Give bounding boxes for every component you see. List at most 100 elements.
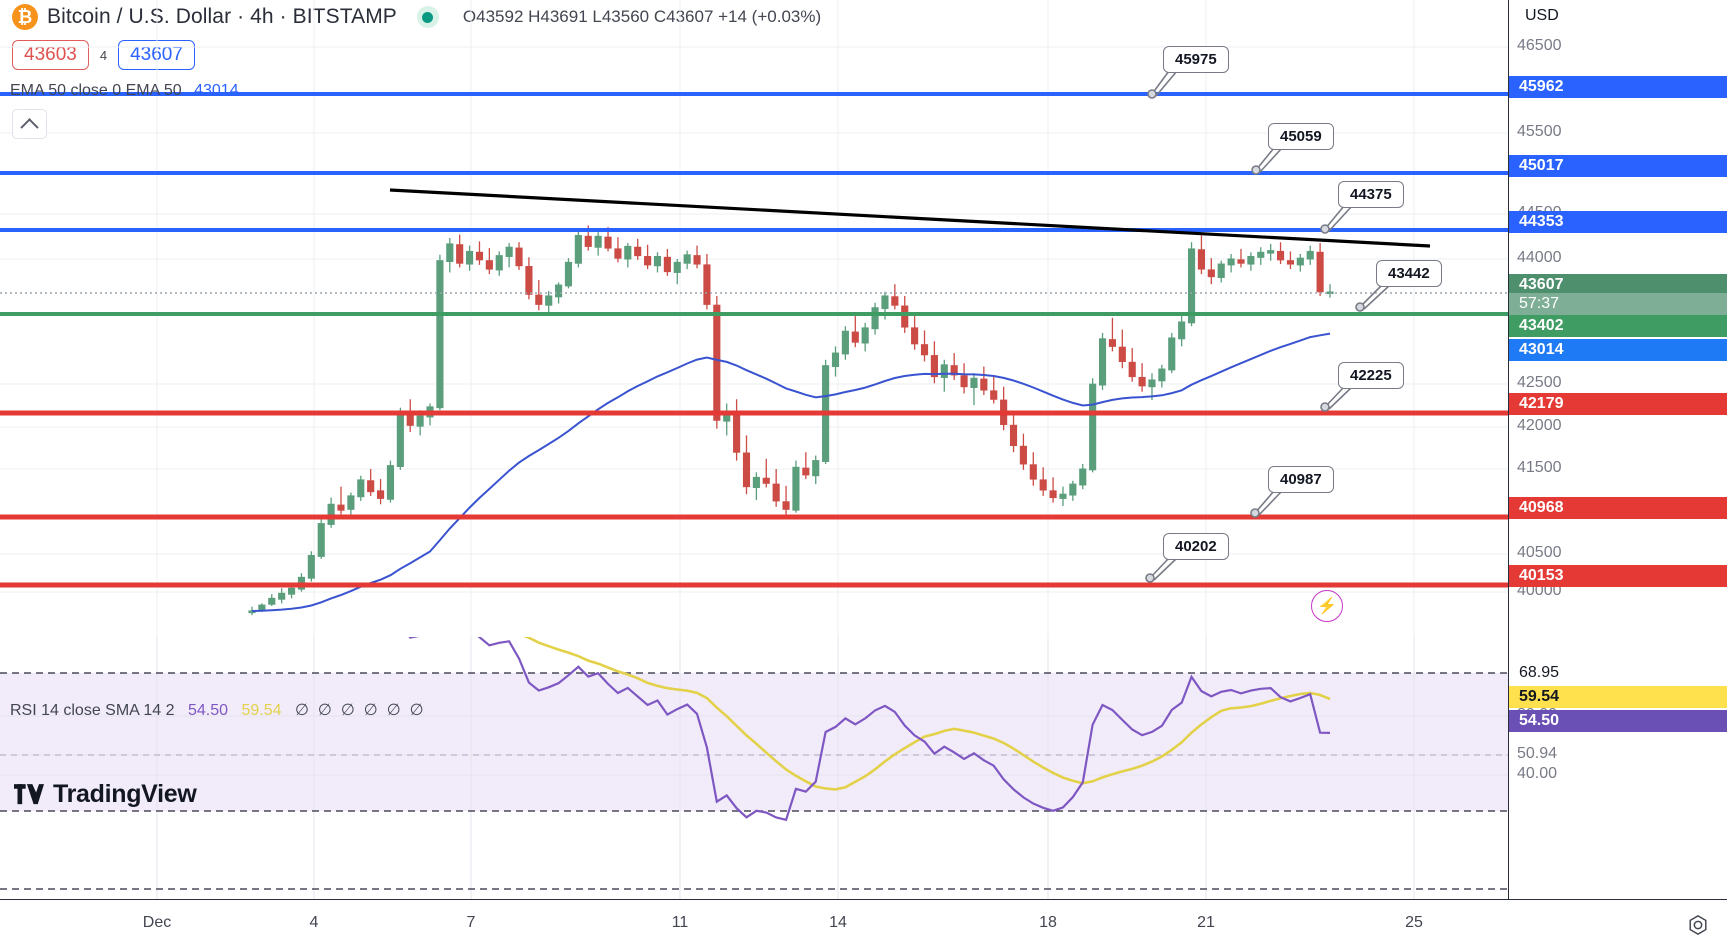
price-axis-tag[interactable]: 59.54	[1509, 686, 1727, 708]
candle-body	[1059, 493, 1067, 499]
price-axis-tag[interactable]: 54.50	[1509, 710, 1727, 732]
candle-body	[742, 452, 751, 488]
price-callout[interactable]: 42225	[1338, 362, 1404, 389]
rsi-legend-title: RSI 14 close SMA 14 2	[10, 702, 175, 719]
candle-body	[614, 248, 622, 259]
trendline	[389, 188, 1431, 248]
bid-price-badge[interactable]: 43603	[12, 40, 89, 70]
price-axis-tag[interactable]: 43014	[1509, 339, 1727, 361]
price-axis[interactable]: USD 465004550044500440004250042000415004…	[1508, 0, 1727, 899]
candle-body	[574, 234, 582, 264]
price-axis-tag[interactable]: 45962	[1509, 76, 1727, 98]
callout-anchor-dot[interactable]	[1320, 224, 1330, 234]
price-axis-tag[interactable]: 40968	[1509, 497, 1727, 519]
candle-body	[891, 296, 899, 306]
price-axis-tag[interactable]: 45017	[1509, 155, 1727, 177]
price-axis-tag[interactable]: 44353	[1509, 211, 1727, 233]
rsi-null-marker: ∅	[409, 702, 424, 719]
tradingview-watermark: TradingView	[14, 780, 197, 809]
callout-leader-line	[1359, 284, 1391, 310]
candle-body	[535, 294, 543, 305]
candle-body	[772, 483, 780, 502]
bitcoin-icon: ₿	[12, 4, 38, 30]
callout-anchor-dot[interactable]	[1147, 89, 1157, 99]
callout-anchor-dot[interactable]	[1355, 302, 1365, 312]
candle-body	[713, 304, 721, 421]
candle-body	[1019, 445, 1027, 465]
price-axis-tag[interactable]: 68.95	[1509, 662, 1727, 684]
candle-body	[594, 235, 602, 248]
candle-body	[525, 266, 533, 295]
candle-body	[436, 260, 444, 409]
price-axis-tick: 42000	[1517, 417, 1562, 434]
candle-body	[861, 327, 869, 344]
candle-body	[1138, 376, 1146, 387]
price-callout[interactable]: 43442	[1376, 260, 1442, 287]
candle-body	[1168, 337, 1176, 371]
callout-leaders	[1145, 70, 1391, 583]
candle-body	[307, 555, 315, 579]
rsi-indicator-pane[interactable]	[0, 637, 1508, 899]
candle-body	[624, 245, 632, 260]
price-axis-tag[interactable]: 57:37	[1509, 293, 1727, 315]
time-axis[interactable]: Dec 4 7 11 14 18 21 25	[0, 900, 1727, 950]
rsi-legend[interactable]: RSI 14 close SMA 14 2 54.50 59.54 ∅ ∅ ∅ ∅ ∅ ∅	[10, 700, 424, 720]
watermark-text: TradingView	[53, 780, 197, 808]
price-axis-tag[interactable]: 43607	[1509, 274, 1727, 296]
price-axis-tag[interactable]: 43402	[1509, 315, 1727, 337]
price-callout[interactable]: 40202	[1163, 533, 1229, 560]
price-callout[interactable]: 45975	[1163, 46, 1229, 73]
collapse-pane-button[interactable]	[12, 109, 47, 139]
candle-body	[1247, 255, 1255, 265]
callout-anchor-dot[interactable]	[1145, 573, 1155, 583]
callout-anchor-dot[interactable]	[1320, 402, 1330, 412]
candle-body	[901, 305, 909, 328]
candle-body	[1178, 321, 1186, 340]
candle-body	[881, 295, 889, 310]
candle-body	[1158, 368, 1166, 382]
clock-settings-icon[interactable]	[1687, 914, 1709, 936]
callout-leader-line	[1254, 490, 1283, 516]
price-axis-tag[interactable]: 42179	[1509, 393, 1727, 415]
price-axis-tag[interactable]: 40153	[1509, 565, 1727, 587]
candle-body	[1267, 250, 1275, 254]
candle-body	[1128, 361, 1136, 378]
callout-anchor-dot[interactable]	[1251, 165, 1261, 175]
candle-body	[644, 255, 652, 266]
symbol-title[interactable]: Bitcoin / U.S. Dollar · 4h · BITSTAMP	[47, 5, 397, 28]
ema-legend-value: 43014	[194, 82, 239, 99]
price-axis-tick: 45500	[1517, 123, 1562, 140]
candle-body	[495, 255, 503, 271]
lightning-alert-icon[interactable]: ⚡	[1311, 590, 1343, 622]
rsi-legend-rsi-value: 54.50	[187, 702, 229, 719]
price-callout[interactable]: 40987	[1268, 466, 1334, 493]
candle-body	[1187, 248, 1196, 324]
time-axis-tick: 4	[309, 914, 319, 931]
candle-body	[920, 344, 929, 356]
ema-legend[interactable]: EMA 50 close 0 EMA 50 43014	[10, 82, 239, 100]
callout-anchor-dot[interactable]	[1250, 508, 1260, 518]
candle-body	[317, 523, 325, 557]
candle-body	[851, 331, 859, 343]
rsi-null-marker: ∅	[363, 702, 378, 719]
ema-50-line	[251, 332, 1331, 612]
rsi-null-marker: ∅	[386, 702, 401, 719]
candle-body	[1296, 257, 1304, 266]
currency-label: USD	[1519, 5, 1565, 27]
candle-body	[1217, 263, 1225, 278]
price-axis-tick: 41500	[1517, 459, 1562, 476]
price-callout[interactable]: 45059	[1268, 123, 1334, 150]
candle-body	[1108, 339, 1116, 347]
price-axis-tick: 40.00	[1517, 765, 1558, 782]
candle-body	[970, 377, 978, 389]
candle-body	[663, 256, 671, 273]
candle-body	[466, 250, 474, 265]
candle-body	[446, 243, 454, 263]
rsi-null-marker: ∅	[340, 702, 355, 719]
candle-body	[960, 375, 968, 388]
price-chart-pane[interactable]	[0, 0, 1508, 637]
price-callout[interactable]: 44375	[1338, 181, 1404, 208]
rsi-vertical-gridlines	[156, 637, 1415, 899]
candle-body	[1098, 338, 1107, 386]
candle-body	[673, 261, 681, 273]
